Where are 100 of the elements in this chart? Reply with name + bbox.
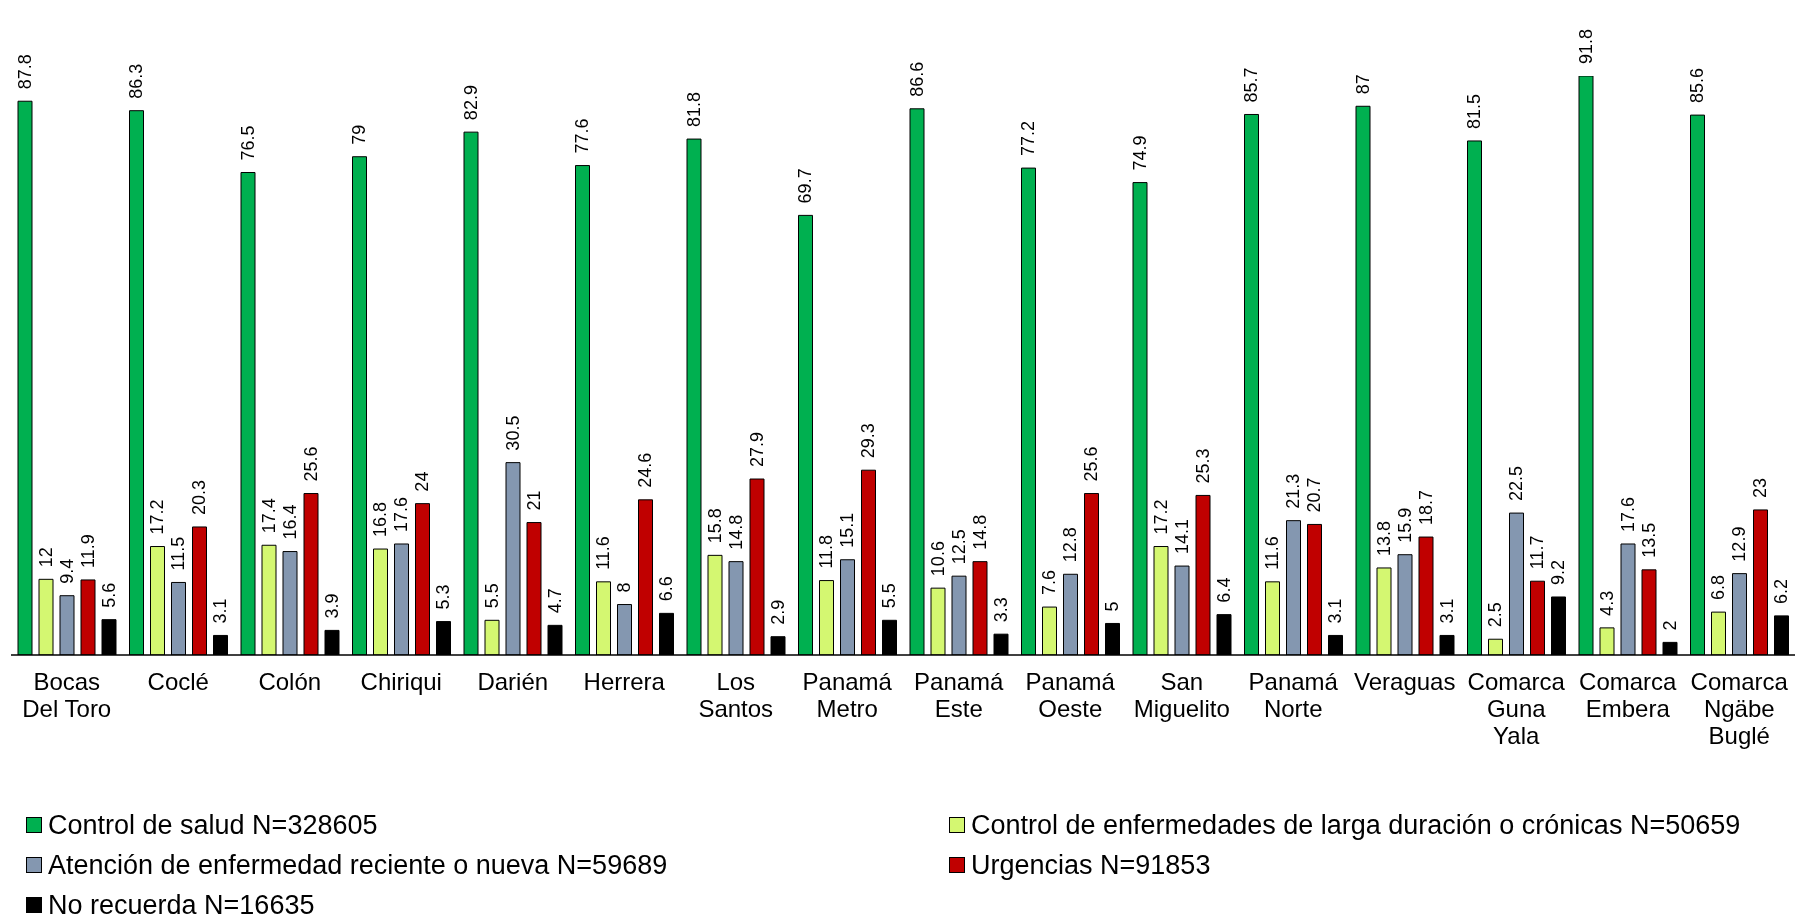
data-label: 5.6 <box>99 582 119 608</box>
data-label: 91.8 <box>1576 28 1596 64</box>
data-label: 12.5 <box>949 529 969 565</box>
data-label: 9.2 <box>1548 559 1569 585</box>
data-label: 5.5 <box>482 583 502 609</box>
legend-label: Control de enfermedades de larga duración o crónicas N=50659 <box>971 809 1741 840</box>
data-label: 85.7 <box>1241 67 1262 103</box>
data-label: 82.9 <box>461 85 481 121</box>
data-label: 27.9 <box>747 431 767 468</box>
x-tick-label: Los Santos <box>698 668 774 722</box>
data-label: 18.7 <box>1416 490 1436 526</box>
data-label: 3.1 <box>210 598 231 624</box>
data-label: 3.1 <box>1325 598 1346 624</box>
data-label: 3.1 <box>1437 598 1457 624</box>
data-label: 14.8 <box>970 514 990 550</box>
data-label: 5.5 <box>879 583 900 609</box>
data-label: 24 <box>412 471 433 492</box>
x-tick-label: Panamá Este <box>914 668 1005 722</box>
x-tick-label: Darién <box>477 668 549 695</box>
data-label: 17.2 <box>147 499 168 535</box>
data-label: 25.3 <box>1193 448 1213 484</box>
data-label: 11.6 <box>593 536 614 570</box>
data-label: 22.5 <box>1506 466 1527 502</box>
data-label: 21 <box>524 490 544 511</box>
data-label: 17.2 <box>1151 499 1171 535</box>
x-tick-label: San Miguelito <box>1133 668 1230 722</box>
data-label: 4.3 <box>1597 590 1617 616</box>
x-tick-label: Panamá Oeste <box>1025 668 1116 722</box>
data-label: 86.3 <box>126 63 147 99</box>
data-label: 30.5 <box>503 415 523 451</box>
data-label: 5 <box>1102 601 1123 612</box>
x-tick-label: Chiriqui <box>360 668 442 695</box>
x-tick-label: Comarca Embera <box>1579 668 1678 722</box>
data-label: 77.6 <box>572 118 593 154</box>
x-tick-label: Panamá Metro <box>802 668 893 722</box>
data-label: 81.5 <box>1464 93 1485 129</box>
data-label: 3.3 <box>991 597 1011 623</box>
data-label: 23 <box>1750 477 1771 498</box>
data-label: 25.6 <box>1081 446 1102 482</box>
data-label: 25.6 <box>301 446 321 482</box>
data-label: 14.8 <box>726 514 746 550</box>
data-label: 81.8 <box>684 92 704 128</box>
x-tick-label: Colón <box>258 668 322 695</box>
data-label: 11.7 <box>1527 535 1548 570</box>
data-label: 13.8 <box>1374 520 1394 556</box>
data-label: 24.6 <box>635 452 656 488</box>
data-label: 15.1 <box>837 512 858 548</box>
data-label: 86.6 <box>907 61 927 97</box>
data-label: 12 <box>36 547 56 568</box>
x-tick-label: Veraguas <box>1354 668 1456 695</box>
data-label: 9.4 <box>57 558 77 584</box>
data-label: 12.8 <box>1060 527 1081 563</box>
data-label: 20.3 <box>189 479 210 515</box>
data-label: 85.6 <box>1687 68 1708 104</box>
x-tick-label: Coclé <box>147 668 209 695</box>
data-label: 13.5 <box>1639 522 1659 558</box>
data-label: 11.9 <box>78 534 98 568</box>
data-label: 29.3 <box>858 423 879 459</box>
x-tick-label: Herrera <box>583 668 666 695</box>
data-label: 11.6 <box>1262 536 1283 570</box>
data-label: 6.6 <box>656 576 677 602</box>
data-label: 2 <box>1660 620 1680 631</box>
legend-label: Atención de enfermedad reciente o nueva N=59689 <box>48 849 668 880</box>
data-label: 15.9 <box>1395 507 1415 543</box>
data-label: 15.8 <box>705 508 725 544</box>
data-label: 69.7 <box>795 168 816 204</box>
data-label: 6.8 <box>1708 575 1729 601</box>
data-label: 3.9 <box>322 593 342 619</box>
data-label: 4.7 <box>545 588 565 614</box>
data-label: 10.6 <box>928 541 948 577</box>
legend-label: No recuerda N=16635 <box>48 889 315 918</box>
legend-label: Control de salud N=328605 <box>48 809 378 840</box>
data-label: 87.8 <box>15 54 35 90</box>
data-label: 77.2 <box>1018 121 1039 157</box>
data-label: 2.5 <box>1485 602 1506 628</box>
x-tick-label: Comarca Ngäbe Buglé <box>1690 668 1789 749</box>
data-label: 21.3 <box>1283 473 1304 509</box>
data-label: 76.5 <box>238 125 258 161</box>
data-label: 11.5 <box>168 536 189 571</box>
data-label: 7.6 <box>1039 570 1060 596</box>
data-label: 17.6 <box>1618 496 1638 532</box>
data-label: 12.9 <box>1729 526 1750 562</box>
x-tick-label: Comarca Guna Yala <box>1467 668 1566 749</box>
data-label: 11.8 <box>816 534 837 569</box>
data-label: 17.6 <box>391 496 412 532</box>
x-tick-label: Panamá Norte <box>1248 668 1339 722</box>
data-label: 74.9 <box>1130 135 1150 171</box>
data-label: 8 <box>614 582 635 593</box>
data-label: 79 <box>349 124 370 145</box>
x-tick-label: Bocas Del Toro <box>22 668 112 722</box>
data-label: 87 <box>1353 74 1373 95</box>
data-label: 6.4 <box>1214 577 1234 603</box>
data-label: 16.4 <box>280 504 300 540</box>
data-label: 5.3 <box>433 584 454 610</box>
data-label: 16.8 <box>370 501 391 538</box>
data-label: 17.4 <box>259 498 279 534</box>
data-label: 20.7 <box>1304 477 1325 513</box>
legend-label: Urgencias N=91853 <box>971 849 1211 880</box>
data-label: 14.1 <box>1172 519 1192 555</box>
data-label: 2.9 <box>768 599 788 625</box>
